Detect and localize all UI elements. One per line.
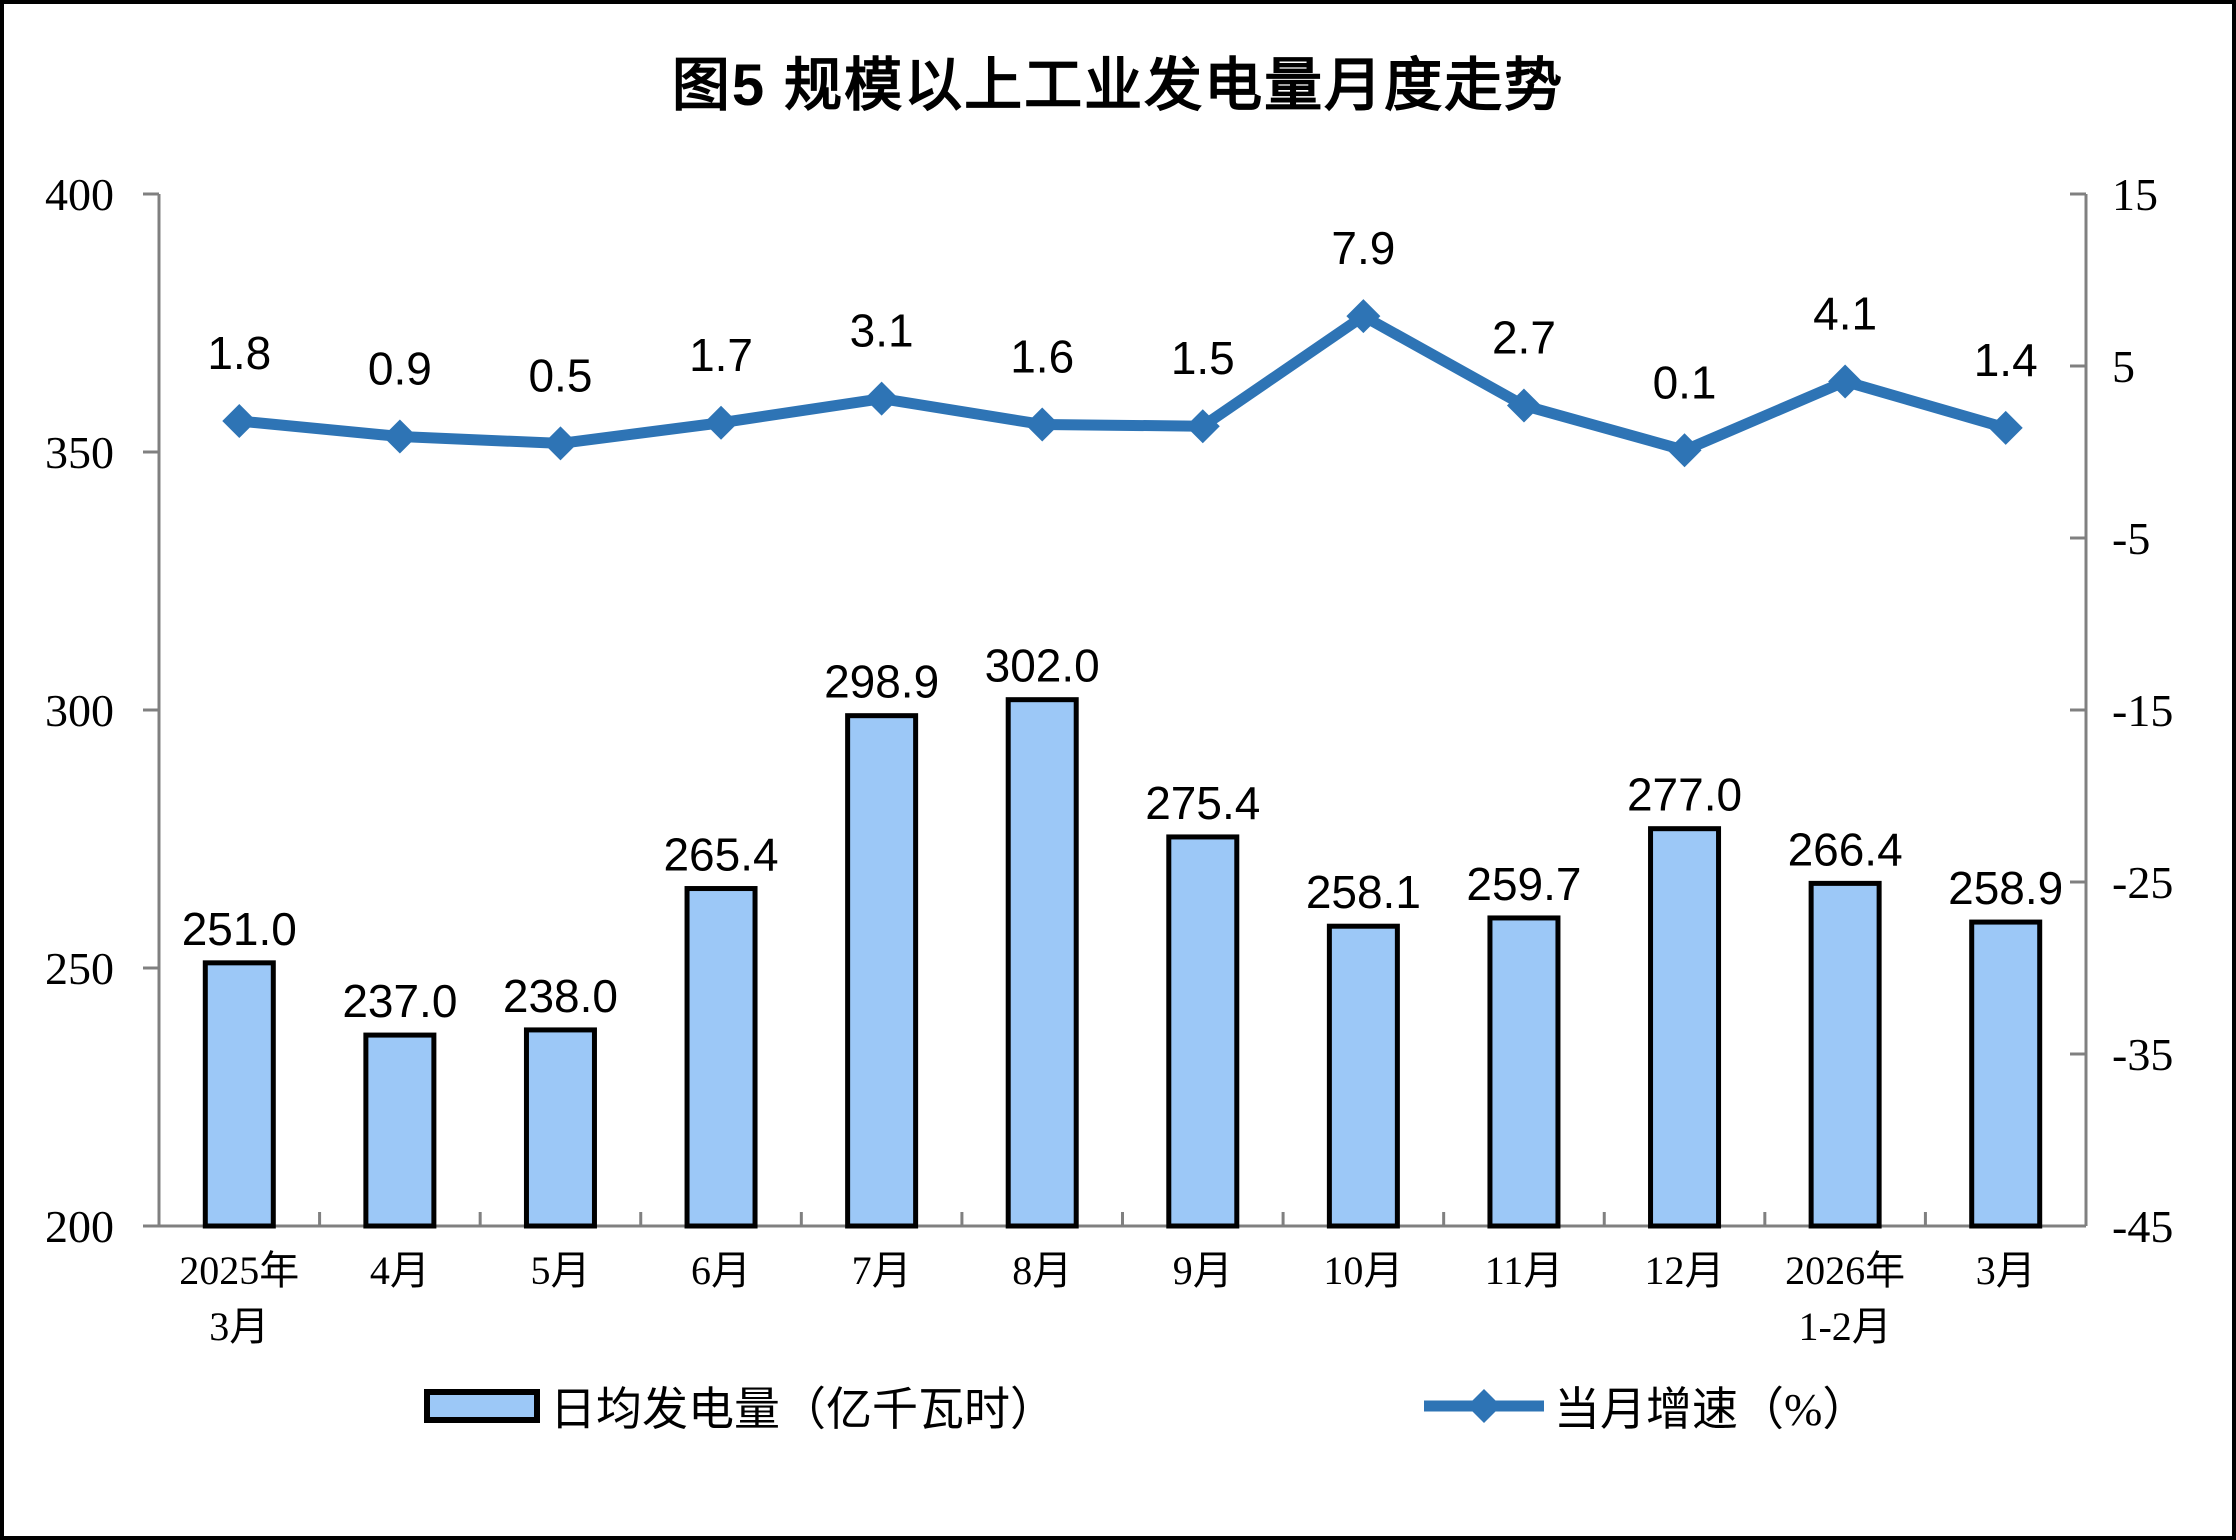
left-axis-tick-label: 250 (45, 943, 114, 994)
bar-value-label: 298.9 (824, 656, 939, 708)
left-axis-tick-label: 200 (45, 1201, 114, 1252)
x-axis-label: 10月 (1323, 1248, 1403, 1293)
bar-value-label: 302.0 (985, 640, 1100, 692)
growth-line (238, 310, 2008, 456)
bar-column (1487, 915, 1561, 1229)
line-marker-diamond (543, 426, 578, 461)
line-value-label: 0.5 (528, 349, 592, 401)
chart-plot-area: 400 350 300 250 200 15 5 -5 -15 -25 -35 -45 2025年 3月 4… (45, 169, 2173, 1349)
bar-column (363, 1032, 437, 1229)
legend-line-swatch-icon (1424, 1389, 1544, 1423)
right-axis-tick-label: -45 (2112, 1201, 2173, 1252)
line-value-label: 0.9 (368, 343, 432, 395)
line-value-label: 1.5 (1171, 332, 1235, 384)
bar-value-label: 238.0 (503, 970, 618, 1022)
right-axis-tick-label: 15 (2112, 169, 2158, 220)
line-value-label: 1.6 (1010, 330, 1074, 382)
bar-value-label: 265.4 (663, 829, 778, 881)
bar-column (1648, 826, 1722, 1229)
line-marker-diamond (1988, 410, 2023, 445)
legend-line-label: 当月增速（%） (1554, 1384, 1869, 1435)
x-axis-label: 4月 (370, 1248, 430, 1293)
bar-value-label: 258.9 (1948, 862, 2063, 914)
line-value-label: 7.9 (1331, 222, 1395, 274)
right-axis-tick-label: -5 (2112, 513, 2150, 564)
line-value-label: 1.4 (1974, 334, 2038, 386)
line-marker-diamond (1025, 407, 1060, 442)
x-axis-label: 9月 (1173, 1248, 1233, 1293)
line-marker-diamond (222, 404, 257, 439)
bar-column (1005, 697, 1079, 1229)
left-axis-tick-label: 300 (45, 685, 114, 736)
x-axis-label: 11月 (1485, 1248, 1564, 1293)
bar-column (1808, 880, 1882, 1229)
line-value-label: 1.7 (689, 329, 753, 381)
bar-column (202, 960, 276, 1229)
line-marker-diamond (1506, 388, 1541, 423)
x-axis-label: 3月 (1976, 1248, 2036, 1293)
bar-column (1969, 919, 2043, 1229)
left-axis-tick-label: 350 (45, 427, 114, 478)
bar-value-label: 258.1 (1306, 866, 1421, 918)
bar-value-label: 277.0 (1627, 769, 1742, 821)
legend: 日均发电量（亿千瓦时） 当月增速（%） (4, 1376, 2232, 1436)
line-value-label: 1.8 (207, 327, 271, 379)
bar-column (845, 713, 919, 1229)
x-axis-label: 5月 (530, 1248, 590, 1293)
right-axis-tick-label: -15 (2112, 685, 2173, 736)
left-axis-tick-label: 400 (45, 169, 114, 220)
line-marker-diamond (864, 381, 899, 416)
line-value-label: 4.1 (1813, 287, 1877, 339)
x-axis-label: 2025年 3月 (179, 1248, 299, 1349)
legend-bar-label: 日均发电量（亿千瓦时） (550, 1384, 1056, 1435)
line-marker-diamond (1828, 364, 1863, 399)
line-marker-diamond (704, 405, 739, 440)
x-axis-label: 7月 (852, 1248, 912, 1293)
x-axis-label: 6月 (691, 1248, 751, 1293)
line-value-label: 3.1 (850, 305, 914, 357)
right-axis-tick-label: -35 (2112, 1029, 2173, 1080)
bar-column (684, 886, 758, 1229)
line-marker-diamond (382, 419, 417, 454)
legend-bar-swatch-icon (424, 1389, 540, 1423)
chart-title: 图5 规模以上工业发电量月度走势 (671, 53, 1565, 118)
right-axis-tick-label: 5 (2112, 341, 2135, 392)
line-value-label: 0.1 (1653, 356, 1717, 408)
legend-item-line-series: 当月增速（%） (1424, 1376, 1868, 1436)
bar-value-label: 251.0 (182, 903, 297, 955)
bar-column (1166, 834, 1240, 1229)
bar-value-label: 259.7 (1466, 858, 1581, 910)
bar-column (1326, 923, 1400, 1229)
right-axis-tick-label: -25 (2112, 857, 2173, 908)
line-marker-diamond (1185, 409, 1220, 444)
x-axis-label: 2026年 1-2月 (1785, 1248, 1905, 1349)
bar-value-label: 275.4 (1145, 777, 1260, 829)
x-axis-label: 12月 (1645, 1248, 1725, 1293)
bar-value-label: 266.4 (1788, 823, 1903, 875)
bar-value-label: 237.0 (342, 975, 457, 1027)
line-marker-diamond (1346, 299, 1381, 334)
bar-column (523, 1027, 597, 1229)
line-marker-diamond (1667, 433, 1702, 468)
legend-item-bar-series: 日均发电量（亿千瓦时） (424, 1376, 1056, 1436)
x-axis-label: 8月 (1012, 1248, 1072, 1293)
line-value-label: 2.7 (1492, 312, 1556, 364)
